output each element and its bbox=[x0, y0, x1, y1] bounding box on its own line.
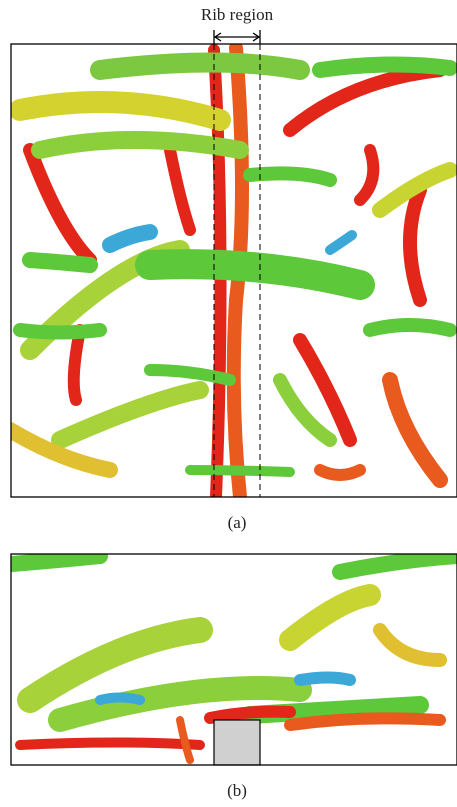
rib-label: Rib region bbox=[201, 5, 274, 24]
panel-b-frame bbox=[10, 553, 457, 766]
panel-a-frame bbox=[10, 43, 457, 498]
vortex-structures-a bbox=[11, 44, 457, 497]
rib bbox=[213, 719, 261, 766]
caption-a: (a) bbox=[228, 513, 247, 532]
caption-b: (b) bbox=[227, 781, 247, 800]
rib-arrow bbox=[213, 30, 261, 44]
vortex-structures-b bbox=[11, 554, 457, 764]
